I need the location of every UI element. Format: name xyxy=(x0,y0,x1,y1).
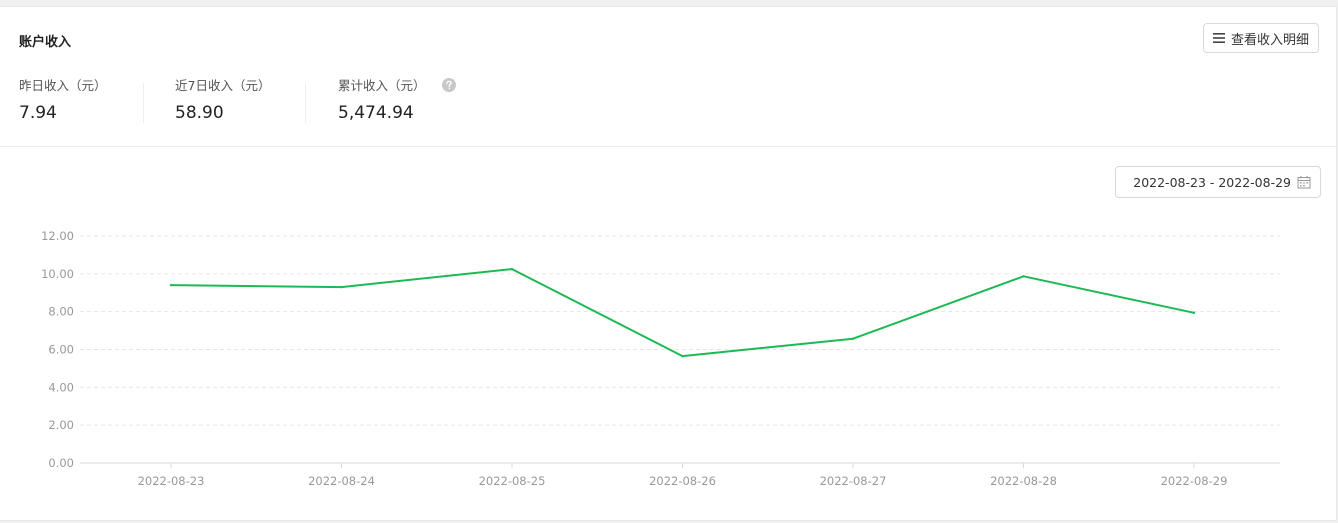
stat-cumulative-label: 累计收入（元） xyxy=(338,78,426,93)
stat-cumulative-value: 5,474.94 xyxy=(338,103,414,123)
y-tick-label: 10.00 xyxy=(41,267,74,281)
stat-yesterday-label: 昨日收入（元） xyxy=(19,78,107,93)
calendar-icon xyxy=(1297,175,1311,189)
x-tick-label: 2022-08-28 xyxy=(990,474,1057,488)
stat-last-7-days-label: 近7日收入（元） xyxy=(175,78,271,93)
y-tick-label: 2.00 xyxy=(48,418,74,432)
stat-cumulative-label-row: 累计收入（元） xyxy=(338,75,456,94)
date-range-value: 2022-08-23 - 2022-08-29 xyxy=(1133,174,1291,190)
stat-divider xyxy=(143,83,144,123)
stat-last-7-days: 近7日收入（元） 58.90 xyxy=(175,75,270,123)
stat-last-7-days-value: 58.90 xyxy=(175,103,224,123)
data-point xyxy=(1192,311,1196,315)
view-income-detail-label: 查看收入明细 xyxy=(1230,32,1309,48)
data-point xyxy=(510,267,514,271)
date-range-picker[interactable]: 2022-08-23 - 2022-08-29 xyxy=(1115,166,1321,198)
x-tick-label: 2022-08-27 xyxy=(820,474,887,488)
x-tick-label: 2022-08-25 xyxy=(479,474,546,488)
data-point xyxy=(169,283,173,287)
series-line xyxy=(170,268,1195,358)
y-tick-label: 8.00 xyxy=(48,305,74,319)
data-point xyxy=(1022,275,1025,278)
x-tick-label: 2022-08-29 xyxy=(1161,474,1228,488)
y-tick-label: 6.00 xyxy=(48,343,74,357)
x-tick-label: 2022-08-26 xyxy=(649,474,716,488)
stat-yesterday: 昨日收入（元） 7.94 xyxy=(19,75,107,123)
y-tick-label: 4.00 xyxy=(48,380,74,394)
stat-cumulative: 累计收入（元） 5,474.94 xyxy=(338,75,456,123)
y-tick-label: 12.00 xyxy=(41,229,74,243)
data-point xyxy=(851,337,855,340)
data-point xyxy=(681,354,684,358)
x-tick-label: 2022-08-23 xyxy=(138,474,205,488)
question-circle-icon[interactable] xyxy=(441,77,456,92)
view-income-detail-button[interactable]: 查看收入明细 xyxy=(1203,23,1319,53)
y-tick-label: 0.00 xyxy=(48,456,74,470)
stat-yesterday-value: 7.94 xyxy=(19,103,57,123)
section-divider xyxy=(0,146,1336,147)
income-card: 账户收入 查看收入明细 昨日收入（元） 7.94 近7日收入（元） 58.90 … xyxy=(0,6,1337,521)
data-point xyxy=(340,285,343,289)
stat-divider xyxy=(305,83,306,123)
card-title: 账户收入 xyxy=(19,35,72,50)
x-tick-label: 2022-08-24 xyxy=(308,474,375,488)
menu-icon xyxy=(1212,33,1225,43)
